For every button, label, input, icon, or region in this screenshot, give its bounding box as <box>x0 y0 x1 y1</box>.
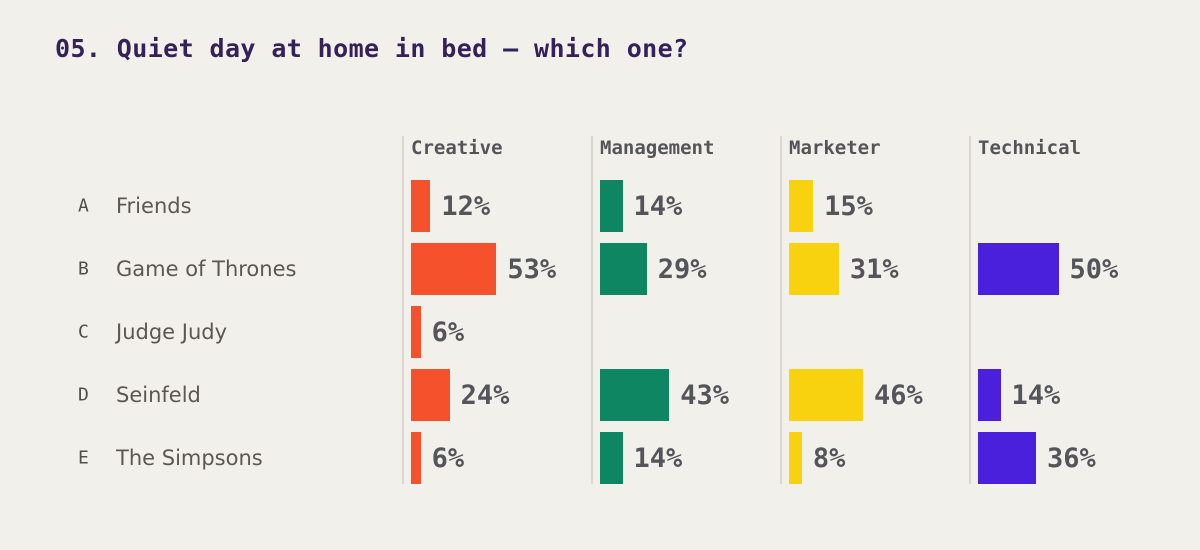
bar-value-label: 50% <box>1069 253 1119 285</box>
answer-letter: C <box>78 321 89 343</box>
bar-value-label: 14% <box>633 190 683 222</box>
column-marketer: Marketer 15% 31% 46% 8% <box>780 0 1011 490</box>
bar-row-creative-game-of-thrones: 53% <box>411 243 556 295</box>
bar-row-creative-friends: 12% <box>411 180 490 232</box>
answer-row-judge-judy: C Judge Judy <box>0 306 400 358</box>
answer-letter: D <box>78 384 89 406</box>
column-header-marketer: Marketer <box>789 137 881 159</box>
answer-row-friends: A Friends <box>0 180 400 232</box>
column-divider <box>591 136 593 484</box>
bar-value-label: 6% <box>431 316 465 348</box>
bar-creative-the-simpsons <box>411 432 421 484</box>
column-header-technical: Technical <box>978 137 1081 159</box>
bar-value-label: 43% <box>680 379 729 411</box>
bar-row-creative-seinfeld: 24% <box>411 369 509 421</box>
column-creative: Creative 12% 53% 6% 24% 6% <box>402 0 633 490</box>
bar-value-label: 53% <box>507 253 557 285</box>
column-divider <box>402 136 404 484</box>
bar-value-label: 6% <box>431 442 465 474</box>
column-divider <box>780 136 782 484</box>
bar-value-label: 8% <box>812 442 846 474</box>
answer-row-seinfeld: D Seinfeld <box>0 369 400 421</box>
bar-row-management-the-simpsons: 14% <box>600 432 682 484</box>
answer-label: The Simpsons <box>116 446 263 470</box>
answer-label: Friends <box>116 194 192 218</box>
bar-value-label: 46% <box>874 379 923 411</box>
bar-technical-seinfeld <box>978 369 1001 421</box>
bar-row-technical-the-simpsons: 36% <box>978 432 1096 484</box>
bar-row-marketer-seinfeld: 46% <box>789 369 923 421</box>
answer-letter: E <box>78 447 89 469</box>
bar-value-label: 14% <box>1011 379 1061 411</box>
column-header-creative: Creative <box>411 137 503 159</box>
bar-creative-friends <box>411 180 431 232</box>
bar-technical-game-of-thrones <box>978 243 1059 295</box>
answer-row-the-simpsons: E The Simpsons <box>0 432 400 484</box>
bar-row-creative-the-simpsons: 6% <box>411 432 464 484</box>
bar-management-seinfeld <box>600 369 670 421</box>
answer-label: Game of Thrones <box>116 257 297 281</box>
bar-creative-game-of-thrones <box>411 243 497 295</box>
bar-marketer-the-simpsons <box>789 432 802 484</box>
bar-management-friends <box>600 180 623 232</box>
answer-label: Seinfeld <box>116 383 201 407</box>
bar-row-marketer-friends: 15% <box>789 180 873 232</box>
bar-row-marketer-game-of-thrones: 31% <box>789 243 899 295</box>
bar-marketer-seinfeld <box>789 369 864 421</box>
bar-row-technical-seinfeld: 14% <box>978 369 1060 421</box>
bar-row-marketer-the-simpsons: 8% <box>789 432 845 484</box>
column-management: Management 14% 29% 43% 14% <box>591 0 822 490</box>
bar-value-label: 24% <box>460 379 510 411</box>
bar-value-label: 12% <box>441 190 491 222</box>
bar-creative-seinfeld <box>411 369 450 421</box>
answer-letter: B <box>78 258 89 280</box>
answer-row-game-of-thrones: B Game of Thrones <box>0 243 400 295</box>
bar-row-management-seinfeld: 43% <box>600 369 729 421</box>
bar-technical-the-simpsons <box>978 432 1036 484</box>
bar-value-label: 14% <box>633 442 683 474</box>
bar-marketer-friends <box>789 180 814 232</box>
bar-row-management-friends: 14% <box>600 180 682 232</box>
bar-management-the-simpsons <box>600 432 623 484</box>
bar-value-label: 15% <box>824 190 873 222</box>
bar-value-label: 31% <box>849 253 899 285</box>
answer-label: Judge Judy <box>116 320 228 344</box>
bar-creative-judge-judy <box>411 306 421 358</box>
bar-management-game-of-thrones <box>600 243 647 295</box>
bar-value-label: 29% <box>657 253 707 285</box>
bar-row-technical-game-of-thrones: 50% <box>978 243 1118 295</box>
column-technical: Technical 50% 14% 36% <box>969 0 1200 490</box>
bar-row-management-game-of-thrones: 29% <box>600 243 706 295</box>
bar-value-label: 36% <box>1046 442 1096 474</box>
answer-letter: A <box>78 195 89 217</box>
column-divider <box>969 136 971 484</box>
bar-row-creative-judge-judy: 6% <box>411 306 464 358</box>
question-title: 05. Quiet day at home in bed — which one… <box>55 34 689 63</box>
bar-marketer-game-of-thrones <box>789 243 839 295</box>
column-header-management: Management <box>600 137 715 159</box>
